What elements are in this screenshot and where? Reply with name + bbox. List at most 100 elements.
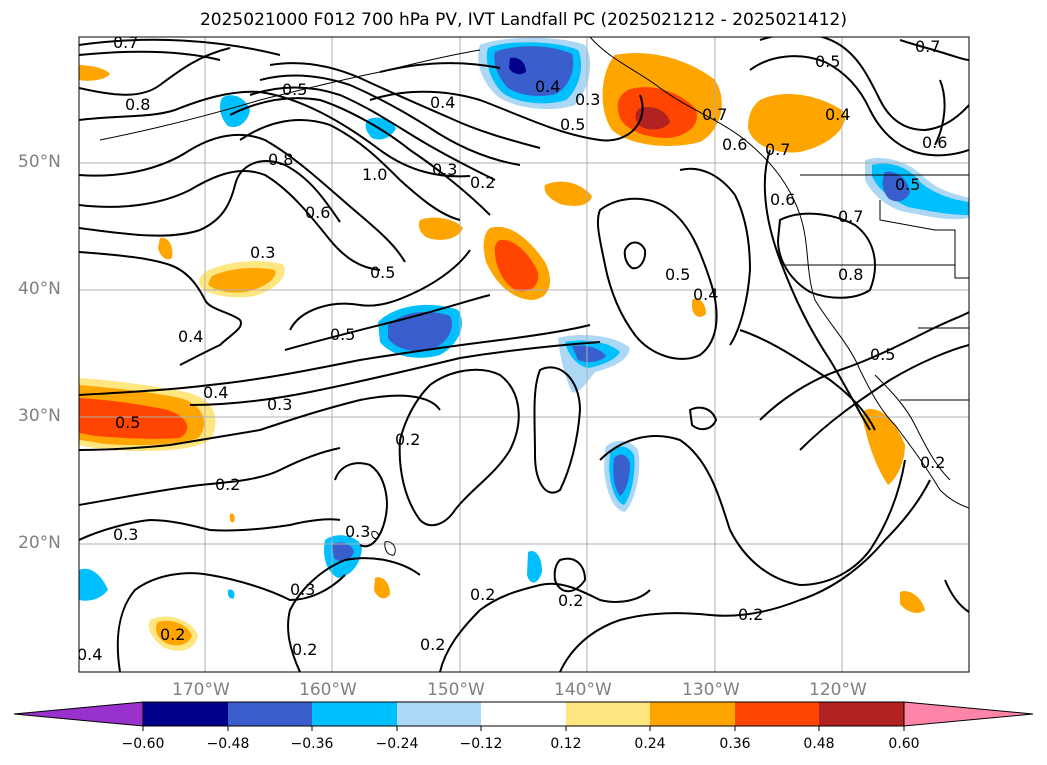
contour-line bbox=[239, 119, 461, 221]
contour-label: 0.5 bbox=[815, 52, 840, 71]
colorbar-segment bbox=[228, 702, 312, 726]
contour-label: 0.7 bbox=[838, 207, 863, 226]
negative-anomaly-patch bbox=[227, 589, 235, 599]
border-line bbox=[879, 200, 969, 279]
positive-anomaly-patch bbox=[208, 268, 276, 293]
positive-anomaly-patch bbox=[635, 106, 670, 130]
colorbar-segment bbox=[481, 702, 566, 726]
contour-label: 0.7 bbox=[702, 105, 727, 124]
contour-line bbox=[679, 167, 752, 346]
contour-label: 0.4 bbox=[693, 285, 718, 304]
contour-line bbox=[599, 435, 906, 587]
contour-line bbox=[553, 557, 587, 593]
contour-label: 0.3 bbox=[113, 525, 138, 544]
contour-line bbox=[776, 212, 876, 299]
contour-label: 0.6 bbox=[305, 203, 330, 222]
contour-label: 0.3 bbox=[432, 160, 457, 179]
contour-label: 0.2 bbox=[920, 453, 945, 472]
contour-line bbox=[79, 47, 231, 96]
contour-line bbox=[799, 344, 969, 451]
contour-line bbox=[899, 39, 969, 61]
negative-anomaly-patch bbox=[220, 95, 250, 128]
contour-label: 0.2 bbox=[558, 591, 583, 610]
contour-line bbox=[79, 447, 341, 506]
contour-line bbox=[934, 79, 946, 146]
colorbar-tick-label: 0.48 bbox=[803, 736, 835, 752]
contour-label: 0.4 bbox=[825, 105, 850, 124]
contour-line bbox=[79, 169, 381, 271]
contour-label: 0.3 bbox=[267, 395, 292, 414]
contour-line bbox=[229, 97, 491, 216]
contour-line bbox=[287, 557, 421, 672]
negative-anomaly-patch bbox=[882, 171, 910, 202]
negative-anomaly-patch bbox=[613, 454, 630, 496]
contour-label: 0.5 bbox=[665, 265, 690, 284]
baja-coast bbox=[874, 374, 951, 481]
colorbar-segment bbox=[735, 702, 819, 726]
contour-label: 0.5 bbox=[330, 325, 355, 344]
colorbar-tick-label: −0.36 bbox=[290, 736, 334, 752]
contour-line bbox=[559, 479, 931, 672]
contour-line bbox=[944, 579, 969, 613]
lon-label-150w: 150°W bbox=[427, 680, 485, 700]
contour-line bbox=[189, 341, 601, 406]
contour-label: 0.8 bbox=[838, 265, 863, 284]
contour-label: 0.2 bbox=[470, 173, 495, 192]
colorbar-ticks bbox=[142, 726, 905, 731]
colorbar-segment bbox=[566, 702, 650, 726]
contour-label: 1.0 bbox=[362, 165, 387, 184]
contour-label: 0.5 bbox=[115, 413, 140, 432]
positive-anomaly-patch bbox=[79, 65, 110, 81]
positive-anomaly-patch bbox=[158, 237, 173, 260]
contour-line bbox=[79, 38, 281, 56]
colorbar-tick-label: −0.12 bbox=[459, 736, 503, 752]
contour-label: 0.2 bbox=[470, 585, 495, 604]
north-america-coast bbox=[589, 37, 969, 509]
contour-label: 0.3 bbox=[575, 90, 600, 109]
lat-label-20n: 20°N bbox=[18, 533, 61, 553]
contour-line bbox=[289, 249, 471, 331]
contour-label: 0.5 bbox=[560, 115, 585, 134]
contour-label: 0.4 bbox=[178, 327, 203, 346]
lon-label-160w: 160°W bbox=[299, 680, 357, 700]
colorbar-segment bbox=[143, 702, 228, 726]
contour-line bbox=[749, 55, 969, 157]
contour-label: 0.5 bbox=[870, 345, 895, 364]
negative-anomaly-patch bbox=[79, 568, 108, 601]
positive-anomaly-patch bbox=[374, 577, 390, 599]
lon-label-170w: 170°W bbox=[172, 680, 230, 700]
positive-anomaly-patch bbox=[79, 398, 188, 439]
contour-line bbox=[688, 406, 718, 431]
contour-line bbox=[79, 394, 441, 451]
contour-label: 0.4 bbox=[430, 93, 455, 112]
lon-label-130w: 130°W bbox=[682, 680, 740, 700]
contour-label: 0.2 bbox=[215, 475, 240, 494]
contour-label: 0.3 bbox=[290, 580, 315, 599]
map-content: 0.7 0.8 0.7 0.5 0.4 0.6 0.5 0.8 0.6 1.0 … bbox=[79, 37, 969, 672]
contour-line bbox=[334, 462, 388, 548]
contour-label: 0.5 bbox=[282, 80, 307, 99]
positive-anomaly-patch bbox=[229, 513, 235, 523]
positive-anomaly-patch bbox=[156, 620, 192, 646]
contour-line bbox=[79, 133, 406, 263]
lon-label-140w: 140°W bbox=[554, 680, 612, 700]
contour-line bbox=[398, 368, 520, 527]
contour-line bbox=[759, 311, 969, 421]
positive-anomaly-patch bbox=[418, 217, 463, 240]
contour-label: 0.8 bbox=[268, 150, 293, 169]
contour-label: 0.2 bbox=[292, 640, 317, 659]
map-frame bbox=[78, 36, 970, 673]
colorbar-frame bbox=[142, 701, 905, 727]
colorbar-segment bbox=[312, 702, 397, 726]
colorbar-tick-label: 0.12 bbox=[550, 736, 582, 752]
contour-line bbox=[249, 86, 496, 181]
contour-line bbox=[763, 149, 871, 431]
contour-label: 0.2 bbox=[395, 430, 420, 449]
colorbar-min-extension bbox=[13, 701, 144, 727]
negative-anomaly-patch bbox=[332, 542, 354, 562]
hawaii-island bbox=[384, 541, 396, 556]
lat-label-50n: 50°N bbox=[18, 152, 61, 172]
contour-line bbox=[259, 74, 521, 166]
negative-anomaly-patch bbox=[388, 311, 452, 352]
positive-anomaly-patch bbox=[748, 93, 846, 153]
